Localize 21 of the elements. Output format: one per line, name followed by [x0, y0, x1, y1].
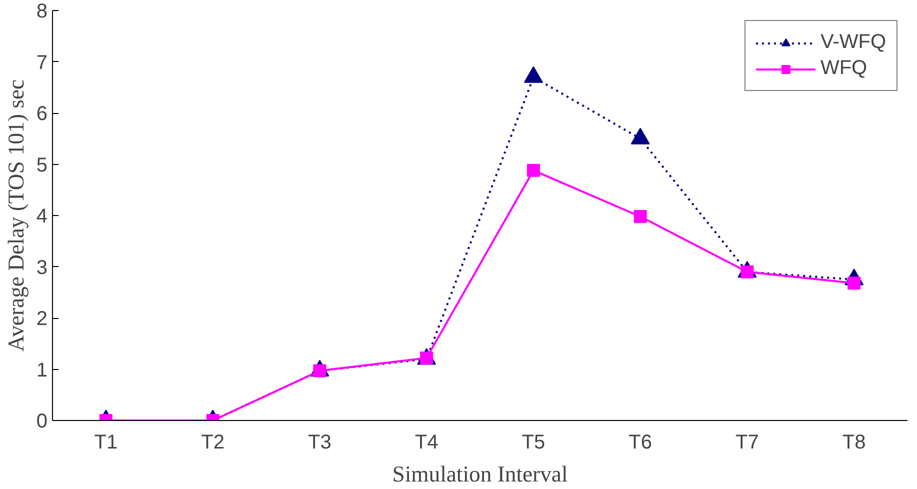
- y-tick-label: 1: [36, 359, 48, 382]
- y-tick-label: 8: [36, 0, 48, 22]
- x-tick-label: T2: [201, 432, 224, 454]
- y-axis-title: Average Delay (TOS 101) sec: [3, 79, 28, 352]
- y-tick-label: 7: [36, 52, 48, 74]
- y-tick-label: 3: [36, 256, 48, 279]
- x-tick-label: T6: [628, 432, 652, 454]
- y-tick-label: 5: [36, 154, 48, 176]
- legend-label: WFQ: [820, 57, 868, 80]
- y-tick-label: 0: [36, 410, 48, 432]
- legend-label: V-WFQ: [820, 31, 886, 54]
- x-tick-label: T4: [414, 432, 438, 454]
- y-tick-label: 6: [36, 103, 48, 125]
- x-tick-label: T1: [94, 432, 118, 454]
- x-tick-label: T5: [522, 432, 546, 454]
- x-tick-label: T7: [736, 432, 759, 454]
- x-tick-label: T8: [842, 432, 866, 454]
- x-axis-title: Simulation Interval: [392, 462, 568, 486]
- y-tick-label: 2: [36, 308, 48, 330]
- y-tick-label: 4: [36, 206, 48, 228]
- x-tick-label: T3: [308, 432, 332, 454]
